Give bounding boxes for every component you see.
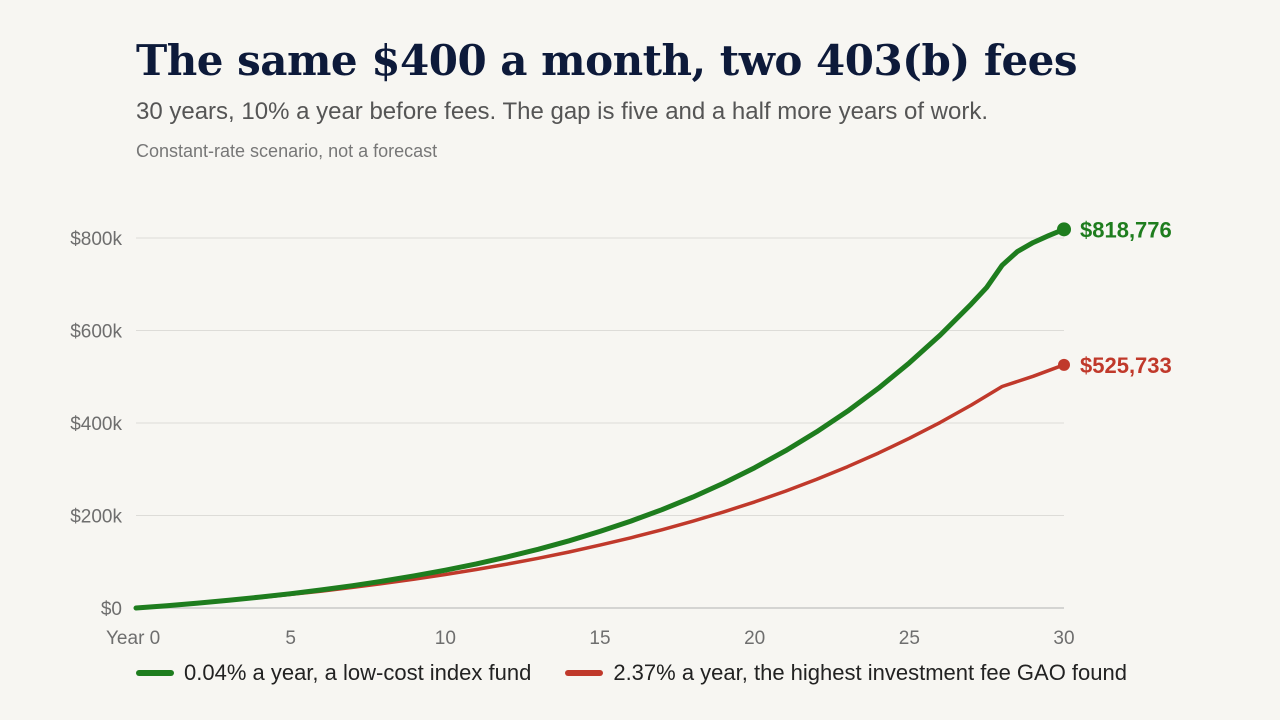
end-label-high-fee: $525,733 xyxy=(1080,353,1172,378)
x-tick-labels: Year 0 5 10 15 20 25 30 xyxy=(106,628,1075,649)
end-label-low-cost: $818,776 xyxy=(1080,217,1172,242)
x-tick-label: 20 xyxy=(744,628,765,649)
x-tick-label: 30 xyxy=(1053,628,1074,649)
end-marker-low-cost xyxy=(1057,222,1071,237)
end-marker-high-fee xyxy=(1058,358,1070,371)
x-tick-label: 25 xyxy=(899,628,920,649)
legend-label-high-fee: 2.37% a year, the highest investment fee… xyxy=(613,660,1127,685)
y-tick-label: $200k xyxy=(70,507,122,528)
x-tick-label: 15 xyxy=(589,628,610,649)
y-tick-label: $0 xyxy=(101,599,122,620)
y-tick-label: $400k xyxy=(70,414,122,435)
legend-item-low-cost: 0.04% a year, a low-cost index fund xyxy=(136,660,531,686)
y-tick-label: $600k xyxy=(70,322,122,343)
legend-item-high-fee: 2.37% a year, the highest investment fee… xyxy=(565,660,1127,686)
legend: 0.04% a year, a low-cost index fund 2.37… xyxy=(136,660,1161,686)
y-tick-labels: $0 $200k $400k $600k $800k xyxy=(70,229,122,620)
series-lines xyxy=(133,226,1067,611)
end-markers xyxy=(1057,222,1071,371)
x-tick-label: 10 xyxy=(435,628,456,649)
chart-title: The same $400 a month, two 403(b) fees xyxy=(136,36,1078,85)
x-tick-label: Year 0 xyxy=(106,628,160,649)
end-labels: $525,733 $818,776 xyxy=(1080,217,1172,378)
grid-lines xyxy=(136,237,1064,609)
legend-swatch-green xyxy=(136,670,174,676)
legend-label-low-cost: 0.04% a year, a low-cost index fund xyxy=(184,660,532,685)
chart-note: Constant-rate scenario, not a forecast xyxy=(136,141,438,161)
x-tick-label: 5 xyxy=(285,628,296,649)
series-line-low-cost xyxy=(133,226,1067,611)
chart-subtitle: 30 years, 10% a year before fees. The ga… xyxy=(136,98,989,125)
legend-swatch-red xyxy=(565,670,604,676)
y-tick-label: $800k xyxy=(70,229,122,250)
series-line-high-fee xyxy=(134,363,1066,610)
